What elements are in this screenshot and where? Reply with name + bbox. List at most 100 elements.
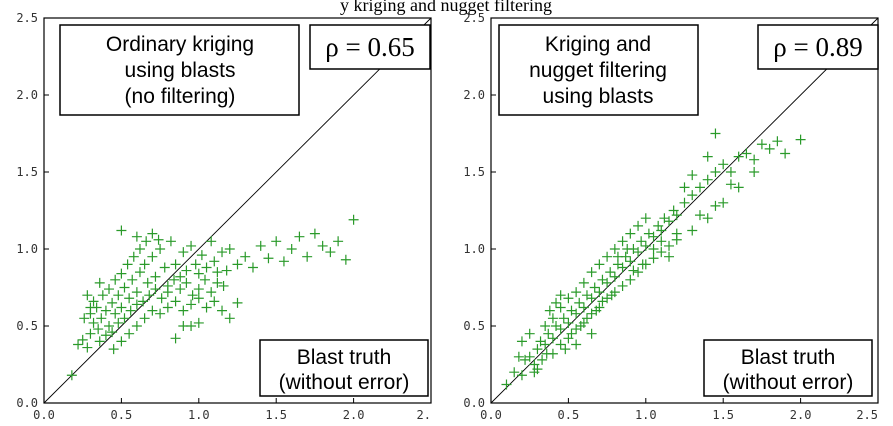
- left-point-13: [116, 302, 127, 313]
- left-point-19: [139, 259, 150, 270]
- right-point-71: [609, 244, 620, 254]
- left-method-line-2: using blasts: [125, 59, 236, 82]
- right-x-tick-label: 0.0: [480, 408, 502, 422]
- left-point-54: [325, 247, 336, 258]
- left-point-32: [190, 259, 201, 270]
- right-point-32: [633, 247, 644, 258]
- right-y-tick-label: 0.5: [463, 319, 485, 333]
- right-y-tick-label: 0.0: [463, 396, 485, 410]
- right-point-112: [597, 296, 608, 307]
- right-point-9: [543, 328, 554, 339]
- left-x-tick-label: 2.0: [343, 408, 365, 422]
- left-point-27: [170, 259, 181, 270]
- left-method-line-1: Ordinary kriging: [106, 33, 254, 56]
- right-method-line-3: using blasts: [543, 85, 654, 108]
- right-point-73: [625, 228, 636, 239]
- right-y-tick-label: 2.0: [463, 88, 485, 102]
- left-point-88: [193, 284, 204, 295]
- left-rho-box: ρ = 0.65: [309, 24, 431, 70]
- right-point-6: [532, 344, 543, 355]
- right-point-97: [513, 351, 524, 362]
- left-point-101: [170, 296, 181, 307]
- right-points-group: [501, 128, 806, 390]
- left-point-68: [147, 228, 158, 239]
- right-point-77: [555, 339, 566, 350]
- left-point-118: [85, 302, 96, 313]
- right-point-30: [625, 256, 636, 267]
- left-point-116: [94, 277, 105, 288]
- left-point-69: [153, 234, 164, 245]
- right-point-118: [648, 244, 659, 254]
- left-point-89: [199, 274, 210, 285]
- left-point-117: [79, 313, 90, 324]
- left-point-99: [155, 308, 166, 319]
- right-point-18: [578, 302, 589, 313]
- left-point-14: [119, 282, 130, 293]
- right-point-107: [560, 344, 571, 355]
- right-point-1: [509, 367, 520, 378]
- right-rho-box: ρ = 0.89: [757, 24, 879, 70]
- left-point-79: [138, 296, 149, 307]
- left-point-31: [186, 240, 197, 251]
- left-point-44: [247, 262, 258, 273]
- right-method-line-2: nugget filtering: [529, 59, 667, 82]
- right-x-tick-label: 1.5: [712, 408, 734, 422]
- left-rho-box-frame: [309, 24, 431, 70]
- right-point-34: [640, 240, 651, 251]
- right-point-14: [563, 317, 574, 328]
- left-point-51: [302, 251, 313, 262]
- left-point-61: [104, 284, 115, 295]
- right-point-102: [537, 354, 548, 365]
- left-point-53: [317, 240, 328, 251]
- left-point-104: [193, 293, 204, 304]
- left-point-74: [107, 327, 118, 338]
- right-point-101: [532, 364, 543, 375]
- right-point-24: [602, 277, 613, 288]
- right-point-75: [640, 213, 651, 224]
- right-point-64: [555, 302, 566, 313]
- right-truth-box-frame: [703, 339, 873, 397]
- right-point-123: [710, 200, 721, 211]
- right-point-104: [544, 305, 555, 316]
- left-point-100: [162, 302, 173, 313]
- left-point-16: [127, 274, 138, 285]
- right-point-127: [586, 328, 597, 339]
- right-y-tick-label: 1.5: [463, 165, 485, 179]
- left-point-30: [181, 265, 192, 276]
- left-point-77: [125, 305, 136, 316]
- left-point-5: [88, 317, 99, 328]
- left-point-72: [94, 336, 105, 347]
- left-method-box-frame: [59, 24, 300, 116]
- left-scatter-panel: 0.0 0.5 1.0 1.5 2.0 2.5 0.0 0.5 1.0 1.5 2.0 2. Ord…: [16, 11, 432, 422]
- left-x-tick-label: 2.: [417, 408, 431, 422]
- left-point-91: [212, 267, 223, 278]
- right-point-58: [710, 128, 721, 139]
- left-point-17: [131, 287, 142, 298]
- left-point-21: [147, 251, 158, 262]
- left-point-56: [340, 254, 351, 265]
- left-truth-box: Blast truth (without error): [259, 339, 429, 397]
- left-point-115: [88, 296, 99, 307]
- right-point-21: [589, 282, 600, 293]
- left-point-29: [178, 247, 189, 258]
- left-point-94: [116, 336, 127, 347]
- right-point-69: [594, 259, 605, 270]
- right-point-51: [741, 148, 752, 159]
- left-point-93: [108, 344, 119, 355]
- right-point-119: [656, 236, 667, 247]
- left-point-70: [116, 225, 127, 236]
- left-point-107: [217, 305, 228, 316]
- left-point-9: [104, 321, 115, 331]
- right-truth-box: Blast truth (without error): [703, 339, 873, 397]
- left-plot-frame: [43, 17, 432, 404]
- right-point-113: [606, 290, 617, 301]
- right-method-box: Kriging and nugget filtering using blast…: [498, 24, 699, 116]
- left-method-line-3: (no filtering): [125, 85, 236, 108]
- right-method-box-frame: [498, 24, 699, 116]
- right-point-61: [679, 182, 690, 193]
- right-point-25: [605, 267, 616, 278]
- right-point-115: [622, 244, 633, 254]
- right-point-95: [718, 197, 729, 208]
- right-point-126: [571, 339, 582, 350]
